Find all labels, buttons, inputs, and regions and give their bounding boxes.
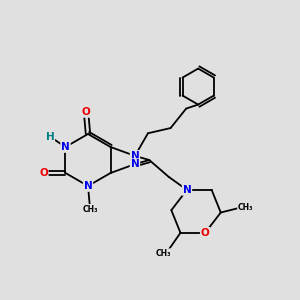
Text: CH₃: CH₃ [156, 249, 171, 258]
Text: O: O [201, 228, 209, 238]
Text: N: N [130, 159, 139, 169]
Text: N: N [130, 151, 139, 161]
Text: CH₃: CH₃ [82, 205, 98, 214]
Text: H: H [46, 132, 54, 142]
Text: O: O [39, 168, 48, 178]
Text: N: N [61, 142, 70, 152]
Text: CH₃: CH₃ [238, 203, 253, 212]
Text: N: N [183, 185, 191, 195]
Text: O: O [82, 107, 90, 117]
Text: N: N [84, 181, 92, 191]
